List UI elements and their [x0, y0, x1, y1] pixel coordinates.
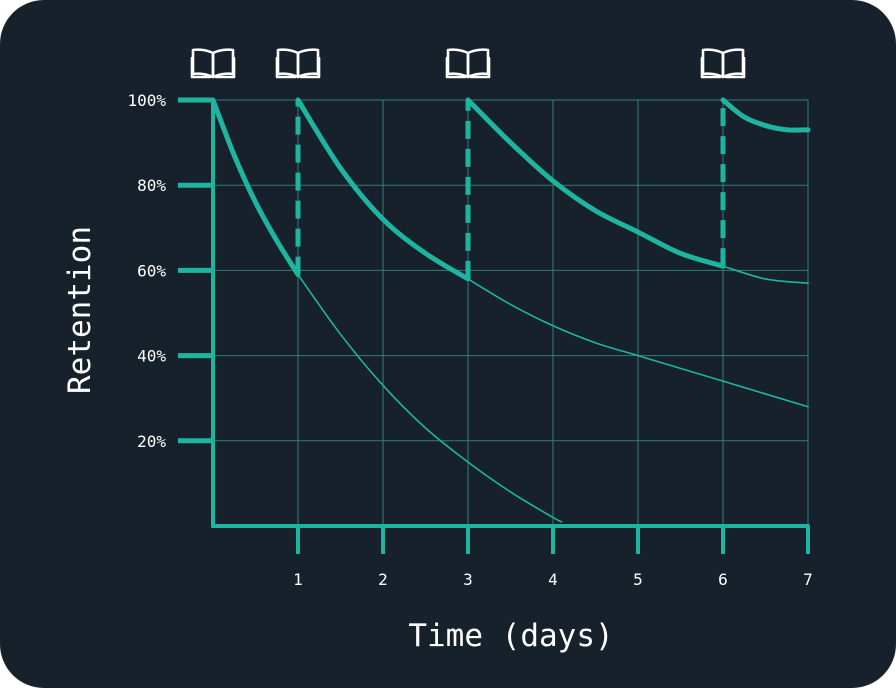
y-tick-label-1: 40% [137, 347, 166, 366]
open-book-icon [275, 48, 321, 79]
retention-curve-0 [210, 97, 301, 278]
open-book-icon [190, 48, 236, 79]
x-tick-label-4: 5 [633, 570, 643, 589]
review-icons [190, 48, 746, 79]
y-tick-label-0: 20% [137, 432, 166, 451]
decay-curve-6 [722, 265, 809, 284]
x-tick-label-5: 6 [718, 570, 728, 589]
retention-curve-1 [295, 97, 471, 282]
x-tick-label-1: 2 [378, 570, 388, 589]
axes [178, 97, 810, 554]
y-tick-label-3: 80% [137, 176, 166, 195]
y-axis-title: Retention [62, 226, 98, 394]
decay-curve-5 [467, 278, 809, 408]
retention-curve-3 [720, 97, 811, 133]
x-tick-label-0: 1 [293, 570, 303, 589]
review-jumps [295, 100, 726, 279]
x-axis-title: Time (days) [408, 618, 613, 654]
decay-curves [297, 265, 809, 523]
retention-curves [210, 97, 811, 282]
open-book-icon [445, 48, 491, 79]
tick-labels: 20% 40% 60% 80% 100% 1 2 3 4 5 6 7 [127, 91, 812, 589]
open-book-icon [700, 48, 746, 79]
x-tick-label-2: 3 [463, 570, 473, 589]
x-tick-label-3: 4 [548, 570, 558, 589]
grid [213, 99, 809, 526]
decay-curve-4 [297, 273, 563, 523]
y-tick-label-2: 60% [137, 261, 166, 280]
y-tick-label-4: 100% [127, 91, 166, 110]
x-tick-label-6: 7 [803, 570, 813, 589]
retention-curve-2 [465, 97, 726, 269]
